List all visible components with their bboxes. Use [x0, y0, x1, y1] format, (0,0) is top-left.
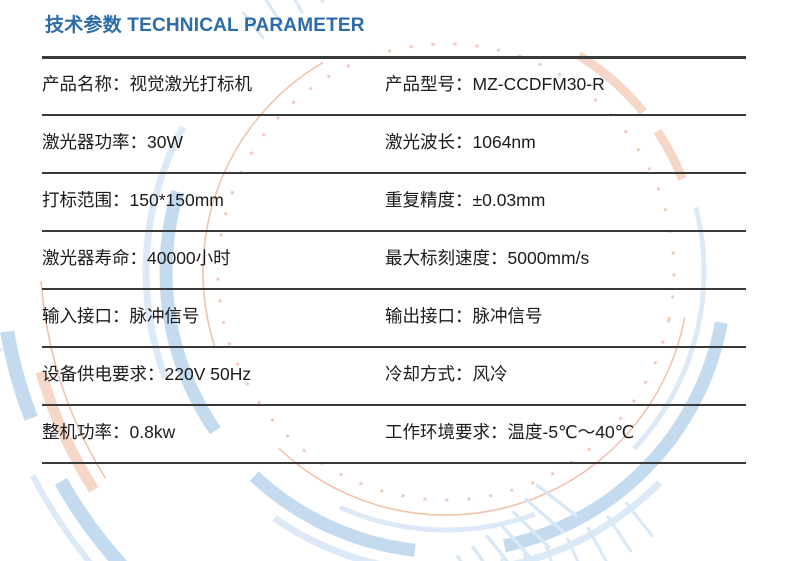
spec-cell-cooling-method: 冷却方式：风冷 — [385, 364, 508, 385]
spec-cell-max-marking-speed: 最大标刻速度：5000mm/s — [385, 248, 590, 269]
table-row: 输入接口：脉冲信号 输出接口：脉冲信号 — [42, 290, 746, 348]
spec-cell-output-interface: 输出接口：脉冲信号 — [385, 306, 543, 327]
specification-table: 产品名称：视觉激光打标机 产品型号：MZ-CCDFM30-R 激光器功率：30W… — [42, 58, 746, 464]
table-row: 激光器功率：30W 激光波长：1064nm — [42, 116, 746, 174]
spec-cell-marking-range: 打标范围：150*150mm — [42, 190, 224, 211]
table-row: 整机功率：0.8kw 工作环境要求：温度-5℃～40℃ — [42, 406, 746, 464]
table-row: 打标范围：150*150mm 重复精度：±0.03mm — [42, 174, 746, 232]
spec-cell-product-model: 产品型号：MZ-CCDFM30-R — [385, 74, 605, 95]
page-title: 技术参数 TECHNICAL PARAMETER — [45, 15, 365, 36]
spec-cell-laser-wavelength: 激光波长：1064nm — [385, 132, 536, 153]
spec-cell-laser-power: 激光器功率：30W — [42, 132, 183, 153]
section-header: 技术参数 TECHNICAL PARAMETER — [45, 15, 365, 37]
spec-cell-total-power: 整机功率：0.8kw — [42, 422, 176, 443]
table-row: 产品名称：视觉激光打标机 产品型号：MZ-CCDFM30-R — [42, 58, 746, 116]
spec-cell-product-name: 产品名称：视觉激光打标机 — [42, 74, 252, 95]
spec-cell-laser-lifetime: 激光器寿命：40000小时 — [42, 248, 231, 269]
spec-cell-power-supply: 设备供电要求：220V 50Hz — [42, 364, 252, 385]
spec-cell-working-environment: 工作环境要求：温度-5℃～40℃ — [385, 422, 635, 443]
spec-cell-input-interface: 输入接口：脉冲信号 — [42, 306, 200, 327]
spec-cell-repeat-accuracy: 重复精度：±0.03mm — [385, 190, 546, 211]
table-row: 设备供电要求：220V 50Hz 冷却方式：风冷 — [42, 348, 746, 406]
table-row: 激光器寿命：40000小时 最大标刻速度：5000mm/s — [42, 232, 746, 290]
